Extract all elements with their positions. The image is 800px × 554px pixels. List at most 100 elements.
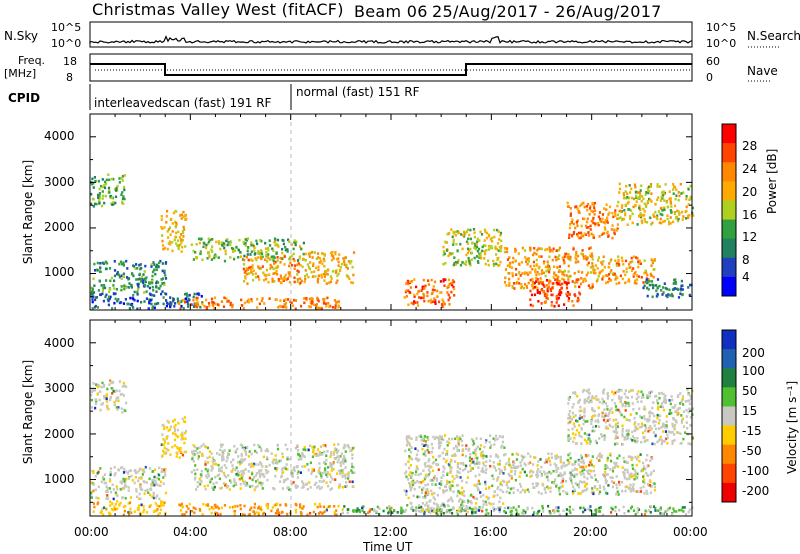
heatmap-cell	[334, 304, 337, 307]
heatmap-cell	[691, 206, 694, 210]
heatmap-cell	[262, 271, 265, 275]
heatmap-cell	[456, 464, 459, 467]
heatmap-cell	[288, 240, 291, 243]
heatmap-cell	[302, 241, 305, 245]
heatmap-cell	[542, 271, 545, 275]
heatmap-cell	[103, 383, 106, 387]
heatmap-cell	[251, 273, 254, 276]
heatmap-cell	[665, 201, 668, 204]
heatmap-cell	[253, 476, 256, 479]
heatmap-cell	[549, 287, 552, 291]
heatmap-cell	[482, 244, 486, 247]
heatmap-cell	[160, 218, 163, 221]
heatmap-cell	[591, 487, 594, 490]
heatmap-cell	[259, 267, 262, 270]
heatmap-cell	[688, 198, 691, 201]
heatmap-cell	[412, 479, 415, 483]
heatmap-cell	[223, 243, 226, 247]
heatmap-cell	[662, 220, 665, 223]
heatmap-cell	[152, 510, 155, 513]
heatmap-cell	[150, 263, 153, 266]
heatmap-cell	[237, 248, 240, 252]
heatmap-cell	[462, 468, 465, 472]
heatmap-cell	[646, 492, 649, 495]
heatmap-cell	[542, 290, 546, 293]
heatmap-cell	[615, 426, 618, 429]
heatmap-cell	[186, 302, 189, 305]
heatmap-cell	[408, 455, 411, 458]
heatmap-cell	[543, 260, 546, 264]
heatmap-cell	[676, 411, 679, 415]
heatmap-cell	[578, 434, 581, 437]
heatmap-cell	[110, 381, 113, 385]
heatmap-cell	[439, 280, 442, 283]
heatmap-cell	[136, 299, 139, 303]
heatmap-cell	[240, 474, 243, 477]
heatmap-cell	[179, 504, 182, 507]
heatmap-cell	[234, 468, 237, 472]
heatmap-cell	[294, 241, 297, 245]
heatmap-cell	[302, 454, 305, 458]
heatmap-cell	[262, 455, 265, 459]
heatmap-cell	[551, 286, 554, 289]
heatmap-cell	[244, 484, 247, 487]
heatmap-cell	[416, 292, 419, 296]
heatmap-cell	[580, 473, 583, 476]
heatmap-cell	[565, 286, 569, 290]
heatmap-cell	[599, 455, 602, 459]
heatmap-cell	[303, 445, 306, 449]
heatmap-cell	[609, 468, 612, 471]
heatmap-cell	[100, 480, 103, 484]
heatmap-cell	[592, 216, 595, 220]
heatmap-cell	[626, 471, 629, 474]
heatmap-cell	[620, 210, 623, 213]
heatmap-cell	[343, 505, 346, 508]
heatmap-cell	[150, 482, 153, 486]
heatmap-cell	[421, 502, 424, 505]
heatmap-cell	[577, 401, 580, 404]
heatmap-cell	[273, 262, 276, 265]
heatmap-cell	[548, 248, 551, 252]
heatmap-cell	[162, 504, 165, 507]
heatmap-cell	[339, 472, 342, 476]
heatmap-cell	[629, 437, 632, 441]
heatmap-cell	[579, 405, 582, 409]
heatmap-cell	[233, 479, 236, 483]
heatmap-cell	[247, 298, 250, 302]
heatmap-cell	[223, 449, 226, 452]
heatmap-cell	[251, 259, 254, 262]
heatmap-cell	[290, 254, 293, 258]
heatmap-cell	[485, 503, 488, 506]
heatmap-cell	[517, 277, 520, 281]
heatmap-cell	[193, 469, 196, 472]
heatmap-cell	[461, 444, 464, 447]
heatmap-cell	[169, 305, 172, 309]
heatmap-cell	[114, 201, 117, 205]
heatmap-cell	[637, 423, 640, 426]
heatmap-cell	[634, 455, 637, 459]
heatmap-cell	[639, 486, 642, 490]
heatmap-cell	[143, 291, 146, 294]
heatmap-cell	[543, 470, 546, 473]
heatmap-cell	[617, 493, 620, 496]
heatmap-cell	[485, 508, 488, 512]
heatmap-cell	[536, 470, 539, 473]
heatmap-cell	[498, 459, 501, 463]
heatmap-cell	[314, 454, 318, 457]
heatmap-cell	[153, 479, 156, 482]
heatmap-cell	[489, 434, 492, 437]
heatmap-cell	[657, 509, 660, 512]
heatmap-cell	[510, 474, 513, 478]
heatmap-cell	[646, 474, 649, 478]
heatmap-cell	[205, 503, 208, 507]
heatmap-cell	[426, 509, 429, 512]
heatmap-cell	[665, 424, 668, 427]
heatmap-cell	[606, 391, 609, 395]
heatmap-cell	[258, 445, 261, 449]
heatmap-cell	[558, 290, 561, 294]
heatmap-cell	[627, 509, 630, 513]
heatmap-cell	[512, 466, 515, 469]
heatmap-cell	[260, 472, 263, 476]
heatmap-cell	[328, 505, 331, 508]
heatmap-cell	[421, 507, 424, 511]
